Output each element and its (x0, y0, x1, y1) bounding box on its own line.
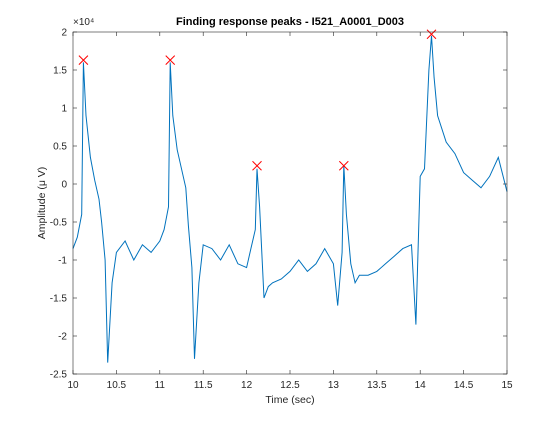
peak-marker-4 (338, 160, 349, 171)
peak-marker-2 (165, 55, 176, 65)
y-tick-label-5: 0 (61, 180, 67, 191)
y-tick-label-3: -1 (58, 256, 67, 267)
y-tick-label-7: 1 (61, 104, 67, 115)
x-tick-label-10: 15 (501, 380, 513, 391)
y-tick-label-4: -0.5 (50, 218, 68, 229)
series-line-0 (72, 35, 508, 363)
plot-area: 10 10.5 11 11.5 12 12.5 13 13.5 14 14.5 15-2.5-2-1… (50, 28, 513, 392)
x-axis-label: Time (sec) (265, 394, 314, 406)
peak-marker-5 (426, 29, 437, 40)
y-exponent-label: ×10⁴ (73, 17, 94, 28)
y-tick-label-2: -1.5 (50, 294, 68, 305)
peak-marker-1 (78, 55, 89, 65)
axes-box (72, 31, 508, 375)
y-tick-label-0: -2.5 (50, 370, 68, 381)
x-tick-label-3: 11.5 (194, 380, 213, 391)
x-tick-label-6: 13 (328, 380, 340, 391)
y-tick-label-1: -2 (58, 332, 67, 343)
x-tick-label-0: 10 (67, 380, 79, 391)
peak-marker-3 (252, 160, 262, 171)
y-tick-label-8: 1.5 (53, 66, 67, 77)
y-tick-label-9: 2 (61, 28, 67, 39)
y-tick-label-6: 0.5 (53, 142, 67, 153)
x-tick-label-1: 10.5 (107, 380, 127, 391)
x-tick-label-9: 14.5 (454, 380, 474, 391)
x-tick-label-5: 12.5 (280, 380, 300, 391)
chart-title: Finding response peaks - I521_A0001_D003 (176, 16, 404, 28)
x-tick-label-7: 13.5 (367, 380, 387, 391)
x-tick-label-2: 11 (155, 380, 166, 391)
y-axis-label: Amplitude (μ V) (36, 167, 48, 240)
x-tick-label-4: 12 (241, 380, 253, 391)
x-tick-label-8: 14 (415, 380, 427, 391)
